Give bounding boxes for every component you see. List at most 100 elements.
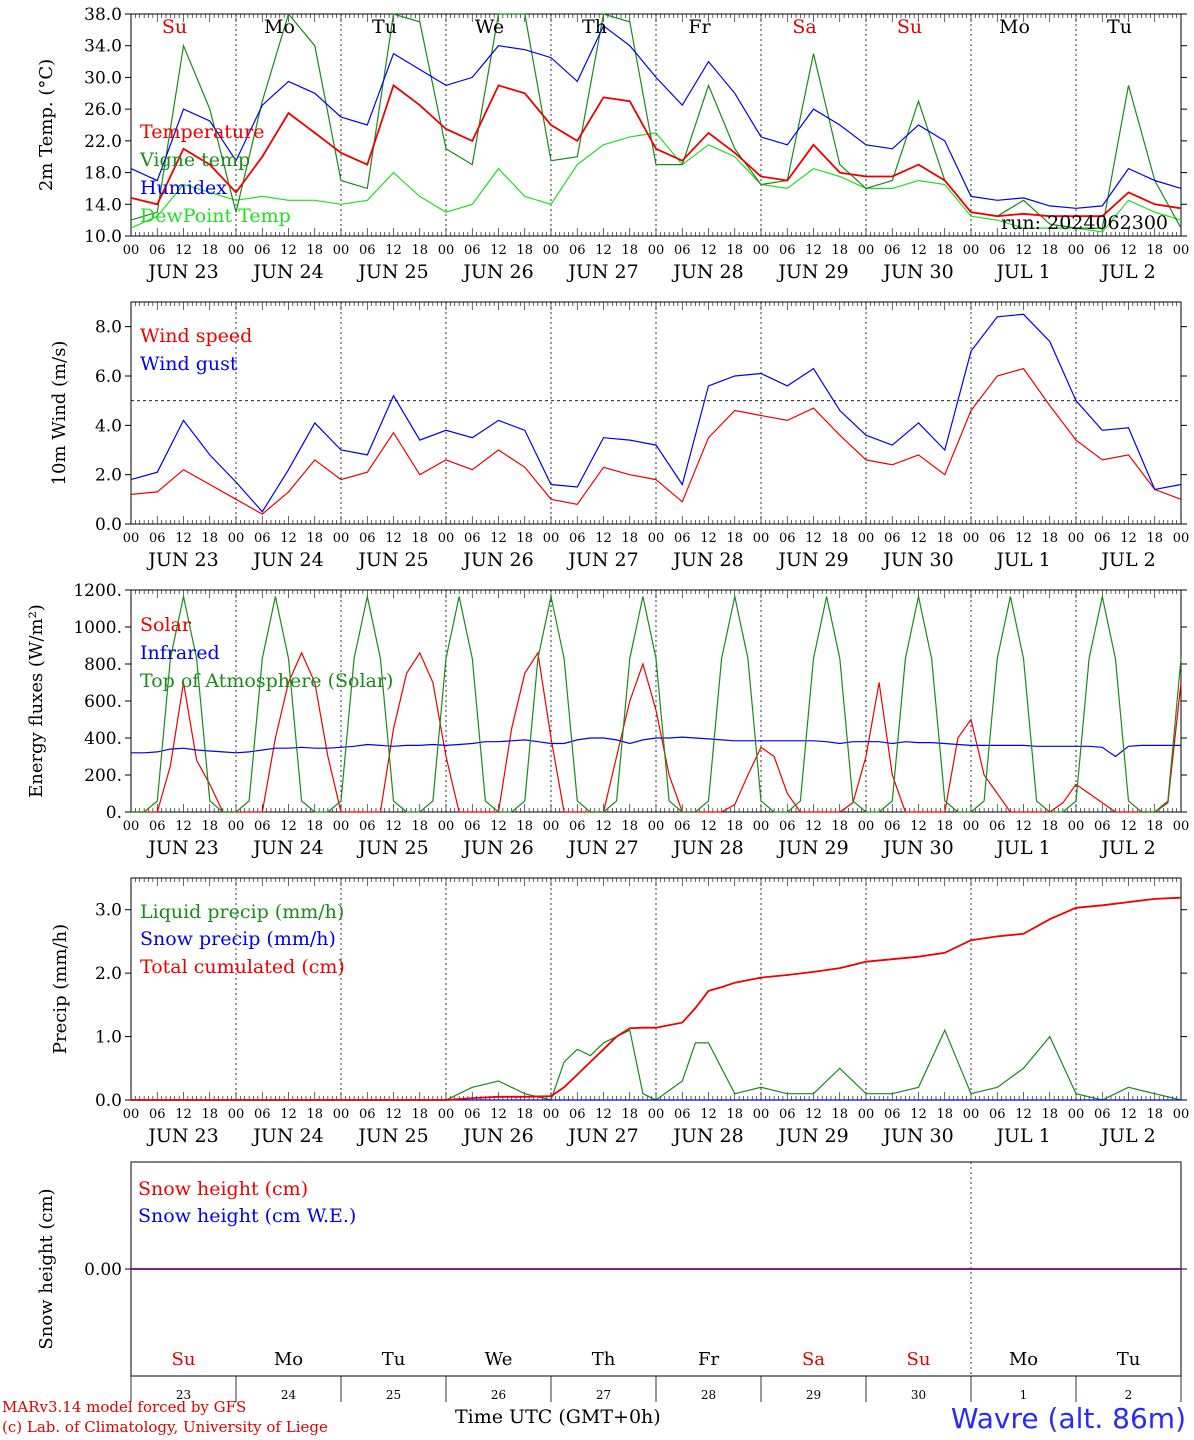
hour-tick-label: 06	[884, 531, 901, 546]
y-tick-label: 10.0	[84, 227, 122, 247]
day-number-label: 2	[1125, 1388, 1133, 1402]
hour-tick-label: 12	[700, 531, 717, 546]
y-tick-label: 38.0	[84, 5, 122, 25]
hour-tick-label: 18	[411, 1107, 428, 1122]
weekday-label: We	[485, 1349, 513, 1370]
hour-tick-label: 00	[858, 819, 875, 834]
y-axis-title: Precip (mm/h)	[50, 924, 71, 1054]
hour-tick-label: 12	[1120, 531, 1137, 546]
hour-tick-label: 00	[648, 1107, 665, 1122]
y-tick-label: 26.0	[84, 100, 122, 120]
hour-tick-label: 18	[201, 243, 218, 258]
hour-tick-label: 12	[1120, 243, 1137, 258]
series-line-humidex	[130, 24, 1182, 209]
day-label: JUN 30	[881, 261, 953, 283]
hour-tick-label: 12	[280, 819, 297, 834]
legend-entry: Wind speed	[140, 325, 252, 347]
hour-tick-label: 06	[149, 1107, 166, 1122]
hour-tick-label: 06	[569, 1107, 586, 1122]
hour-tick-label: 18	[411, 819, 428, 834]
day-label: JUN 25	[356, 1125, 428, 1147]
y-tick-label: 8.0	[95, 318, 122, 338]
hour-tick-label: 18	[831, 819, 848, 834]
hour-tick-label: 00	[1068, 531, 1085, 546]
legend-entry: Top of Atmosphere (Solar)	[140, 670, 393, 692]
y-tick-label: 6.0	[95, 367, 122, 387]
series-line-total-cumulated-cm-	[131, 896, 1182, 1101]
day-label: JUN 23	[146, 261, 218, 283]
legend-entry: Infrared	[140, 642, 220, 664]
weekday-label: Mo	[999, 16, 1030, 38]
hour-tick-label: 06	[1094, 819, 1111, 834]
y-tick-label: 1000.	[73, 618, 122, 638]
y-tick-label: 2.0	[95, 466, 122, 486]
series-line-wind-gust	[130, 313, 1182, 513]
y-tick-label: 30.0	[84, 68, 122, 88]
hour-tick-label: 00	[543, 1107, 560, 1122]
day-label: JUN 29	[776, 1125, 848, 1147]
hour-tick-label: 06	[359, 531, 376, 546]
hour-tick-label: 18	[201, 531, 218, 546]
hour-tick-label: 00	[963, 243, 980, 258]
hour-tick-label: 00	[228, 243, 245, 258]
day-number-label: 29	[806, 1388, 821, 1402]
y-axis-title: Snow height (cm)	[36, 1188, 57, 1349]
hour-tick-label: 00	[753, 1107, 770, 1122]
hour-tick-label: 18	[1146, 1107, 1163, 1122]
hour-tick-label: 12	[490, 819, 507, 834]
hour-tick-label: 00	[858, 1107, 875, 1122]
series-line-wind-speed	[130, 367, 1182, 515]
y-tick-label: 600.	[84, 692, 122, 712]
hour-tick-label: 06	[149, 243, 166, 258]
hour-tick-label: 06	[149, 531, 166, 546]
day-label: JUN 23	[146, 549, 218, 571]
hour-tick-label: 12	[490, 243, 507, 258]
hour-tick-label: 12	[805, 243, 822, 258]
day-label: JUN 28	[671, 837, 743, 859]
hour-tick-label: 00	[333, 1107, 350, 1122]
hour-tick-label: 12	[1120, 819, 1137, 834]
hour-tick-label: 00	[963, 531, 980, 546]
day-label: JUL 1	[994, 261, 1050, 283]
day-label: JUN 27	[566, 1125, 638, 1147]
hour-tick-label: 12	[1015, 1107, 1032, 1122]
hour-tick-label: 18	[516, 243, 533, 258]
hour-tick-label: 06	[254, 531, 271, 546]
y-axis-title: 10m Wind (m/s)	[49, 341, 70, 486]
hour-tick-label: 12	[805, 819, 822, 834]
y-tick-label: 1200.	[73, 581, 122, 601]
hour-tick-label: 00	[648, 243, 665, 258]
hour-tick-label: 06	[779, 819, 796, 834]
legend-entry: Wind gust	[140, 353, 238, 375]
weekday-label: Fr	[698, 1349, 719, 1370]
y-axis-title: Energy fluxes (W/m²)	[26, 604, 47, 798]
hour-tick-label: 12	[910, 1107, 927, 1122]
hour-tick-label: 18	[201, 819, 218, 834]
hour-tick-label: 18	[201, 1107, 218, 1122]
hour-tick-label: 06	[464, 819, 481, 834]
hour-tick-label: 06	[674, 1107, 691, 1122]
day-label: JUN 29	[776, 549, 848, 571]
hour-tick-label: 00	[123, 1107, 140, 1122]
hour-tick-label: 12	[385, 531, 402, 546]
run-annotation: run: 2024062300	[1001, 212, 1168, 234]
hour-tick-label: 06	[1094, 531, 1111, 546]
weekday-label: We	[475, 16, 504, 38]
hour-tick-label: 18	[1146, 819, 1163, 834]
hour-tick-label: 18	[1041, 531, 1058, 546]
hour-tick-label: 12	[1015, 243, 1032, 258]
y-tick-label: 0.00	[84, 1260, 122, 1280]
hour-tick-label: 06	[779, 1107, 796, 1122]
hour-tick-label: 12	[700, 243, 717, 258]
y-tick-label: 200.	[84, 766, 122, 786]
day-label: JUN 27	[566, 549, 638, 571]
time-axis-label: Time UTC (GMT+0h)	[455, 1406, 661, 1428]
day-label: JUL 2	[1099, 261, 1155, 283]
hour-tick-label: 00	[543, 819, 560, 834]
hour-tick-label: 06	[149, 819, 166, 834]
legend-entry: Humidex	[140, 177, 227, 199]
hour-tick-label: 12	[700, 819, 717, 834]
hour-tick-label: 00	[753, 531, 770, 546]
day-label: JUN 30	[881, 549, 953, 571]
